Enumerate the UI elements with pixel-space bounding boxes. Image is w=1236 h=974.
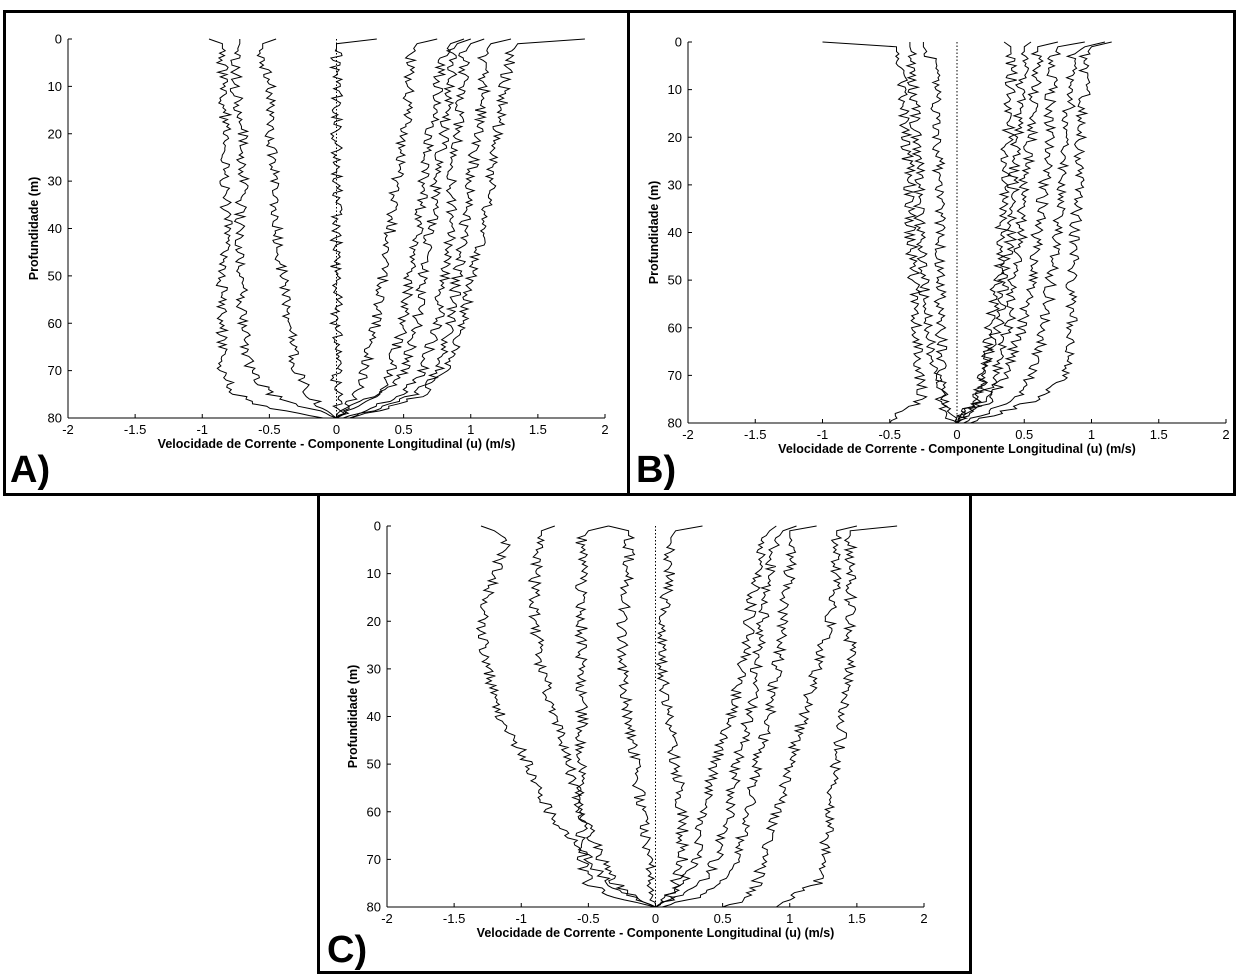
x-tick-label: 0.5 — [395, 422, 413, 437]
x-tick-label: 1 — [467, 422, 474, 437]
x-tick-label: -2 — [381, 911, 393, 926]
panel-c-frame — [317, 493, 972, 974]
y-tick-label: 20 — [668, 130, 682, 145]
y-tick-label: 20 — [48, 126, 62, 141]
x-tick-label: -1.5 — [744, 427, 766, 442]
y-tick-label: 50 — [48, 268, 62, 283]
panel-a-plot: -2 -1.5 -1 -0.5 0 0.5 1 1.5 201020304050607080Ve… — [10, 32, 609, 492]
x-tick-label: 0 — [652, 911, 659, 926]
y-tick-label: 30 — [48, 174, 62, 189]
velocity-profile-line — [208, 38, 324, 419]
velocity-profile-line — [956, 41, 1019, 424]
x-tick-label: 1.5 — [529, 422, 547, 437]
y-tick-label: 60 — [668, 320, 682, 335]
x-tick-label: -0.5 — [258, 422, 280, 437]
y-tick-label: 70 — [367, 852, 381, 867]
x-tick-label: -2 — [62, 422, 74, 437]
y-tick-label: 0 — [55, 32, 62, 47]
y-tick-label: 40 — [668, 225, 682, 240]
y-tick-label: 60 — [48, 316, 62, 331]
velocity-profile-line — [336, 38, 465, 419]
panel-c-plot: -2 -1.5 -1 -0.5 0 0.5 1 1.5 201020304050607080Ve… — [327, 519, 928, 972]
y-tick-label: 40 — [367, 709, 381, 724]
y-tick-label: 70 — [668, 368, 682, 383]
x-tick-label: -1 — [196, 422, 208, 437]
velocity-profile-line — [776, 525, 898, 908]
x-tick-label: -1.5 — [443, 911, 465, 926]
y-tick-label: 70 — [48, 363, 62, 378]
velocity-profile-line — [527, 525, 656, 908]
y-tick-label: 40 — [48, 221, 62, 236]
velocity-profile-line — [229, 39, 337, 419]
panel-b-frame — [627, 10, 1236, 496]
x-tick-label: -1 — [817, 427, 829, 442]
x-tick-label: -1.5 — [124, 422, 146, 437]
x-axis-title: Velocidade de Corrente - Componente Long… — [778, 442, 1136, 456]
panel-letter: A) — [10, 449, 50, 491]
x-tick-label: -1 — [515, 911, 527, 926]
x-tick-label: 0 — [333, 422, 340, 437]
velocity-profile-line — [655, 525, 797, 908]
velocity-profile-line — [956, 41, 1085, 424]
velocity-profile-line — [343, 38, 485, 419]
velocity-profile-line — [963, 41, 1106, 424]
velocity-profile-line — [956, 41, 1032, 424]
velocity-profile-line — [905, 42, 958, 424]
panel-a-frame — [3, 10, 630, 496]
x-tick-label: 1 — [1088, 427, 1095, 442]
y-tick-label: 10 — [367, 566, 381, 581]
y-tick-label: 30 — [668, 177, 682, 192]
x-axis-title: Velocidade de Corrente - Componente Long… — [158, 437, 516, 451]
x-tick-label: 0.5 — [714, 911, 732, 926]
velocity-profile-line — [970, 41, 1112, 424]
x-tick-label: -2 — [682, 427, 694, 442]
y-axis-title: Profundidade (m) — [27, 177, 41, 280]
velocity-profile-line — [608, 525, 657, 907]
y-tick-label: 50 — [668, 273, 682, 288]
velocity-profile-line — [336, 38, 471, 419]
x-tick-label: -0.5 — [577, 911, 599, 926]
x-tick-label: 0 — [953, 427, 960, 442]
velocity-profile-line — [328, 38, 377, 418]
y-tick-label: 80 — [367, 900, 381, 915]
x-tick-label: 1 — [786, 911, 793, 926]
y-tick-label: 60 — [367, 804, 381, 819]
y-tick-label: 80 — [48, 411, 62, 426]
velocity-profile-line — [336, 38, 438, 419]
velocity-profile-line — [655, 525, 703, 908]
velocity-profile-line — [662, 525, 817, 908]
velocity-profile-line — [256, 38, 337, 419]
velocity-profile-line — [822, 41, 929, 424]
y-tick-label: 80 — [668, 416, 682, 431]
x-tick-label: 2 — [1222, 427, 1229, 442]
x-tick-label: 2 — [920, 911, 927, 926]
y-tick-label: 0 — [675, 35, 682, 50]
panel-b-plot: -2 -1.5 -1 -0.5 0 0.5 1 1.5 201020304050607080Ve… — [636, 35, 1230, 492]
y-tick-label: 20 — [367, 614, 381, 629]
y-tick-label: 0 — [374, 519, 381, 534]
y-tick-label: 30 — [367, 661, 381, 676]
x-tick-label: 2 — [601, 422, 608, 437]
y-tick-label: 50 — [367, 757, 381, 772]
panel-letter: C) — [327, 929, 367, 971]
x-tick-label: 0.5 — [1015, 427, 1033, 442]
velocity-profile-line — [349, 38, 512, 419]
y-axis-title: Profundidade (m) — [346, 665, 360, 768]
velocity-profile-line — [574, 525, 656, 908]
panel-letter: B) — [636, 449, 676, 491]
velocity-profile-line — [475, 525, 656, 908]
y-axis-title: Profundidade (m) — [647, 181, 661, 284]
x-tick-label: 1.5 — [848, 911, 866, 926]
velocity-profile-line — [922, 42, 958, 424]
x-axis-title: Velocidade de Corrente - Componente Long… — [477, 926, 835, 940]
velocity-profile-line — [956, 41, 1059, 424]
y-tick-label: 10 — [668, 82, 682, 97]
x-tick-label: 1.5 — [1150, 427, 1168, 442]
velocity-profile-line — [655, 525, 777, 908]
velocity-profile-line — [722, 525, 858, 908]
y-tick-label: 10 — [48, 79, 62, 94]
velocity-profile-line — [349, 38, 585, 419]
x-tick-label: -0.5 — [879, 427, 901, 442]
